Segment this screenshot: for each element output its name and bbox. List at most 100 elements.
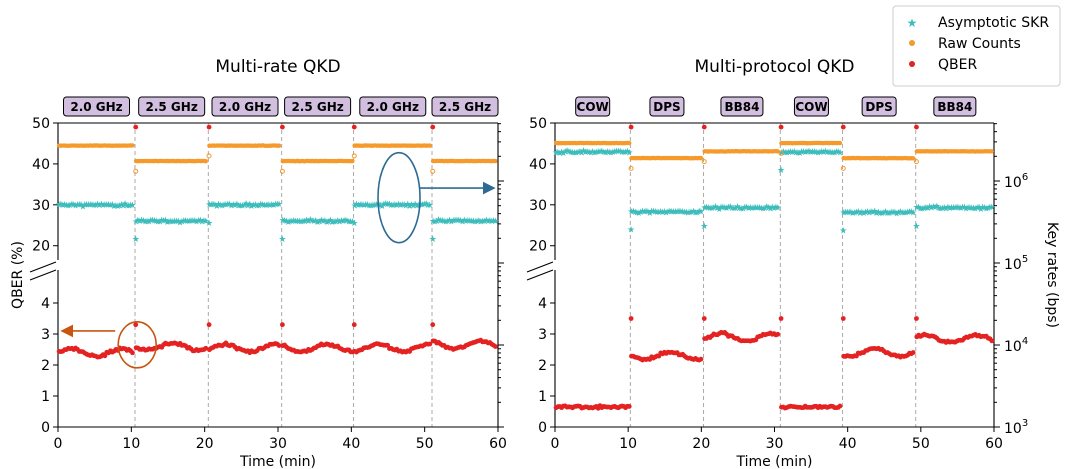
skr-point: ★ — [592, 148, 600, 158]
skr-point: ★ — [809, 147, 817, 157]
skr-point: ★ — [726, 202, 734, 212]
skr-point: ★ — [477, 218, 485, 228]
skr-highlight-ellipse — [377, 151, 421, 244]
skr-point: ★ — [418, 201, 426, 211]
skr-point: ★ — [819, 148, 827, 158]
skr-point: ★ — [334, 217, 342, 227]
skr-point: ★ — [373, 200, 381, 210]
legend-label: Asymptotic SKR — [938, 15, 1049, 31]
skr-point: ★ — [407, 200, 415, 210]
skr-point: ★ — [347, 218, 355, 228]
skr-point: ★ — [701, 203, 709, 213]
skr-point: ★ — [852, 208, 860, 218]
skr-point: ★ — [955, 204, 963, 214]
skr-point: ★ — [229, 200, 237, 210]
skr-point: ★ — [326, 216, 334, 226]
skr-point: ★ — [352, 200, 360, 210]
skr-point: ★ — [898, 208, 906, 218]
skr-point: ★ — [471, 218, 479, 228]
skr-point: ★ — [757, 204, 765, 214]
skr-point: ★ — [710, 203, 718, 213]
skr-point: ★ — [409, 202, 417, 212]
skr-point: ★ — [248, 202, 256, 212]
skr-point: ★ — [339, 217, 347, 227]
skr-point: ★ — [420, 200, 428, 210]
skr-point: ★ — [99, 201, 107, 211]
skr-point: ★ — [343, 217, 351, 227]
skr-point: ★ — [646, 209, 654, 219]
skr-point: ★ — [70, 200, 78, 210]
y-tick-label: 30 — [529, 198, 547, 214]
skr-point: ★ — [460, 216, 468, 226]
skr-point: ★ — [732, 204, 740, 214]
skr-point: ★ — [395, 200, 403, 210]
skr-point: ★ — [693, 209, 701, 219]
skr-point: ★ — [165, 217, 173, 227]
skr-point: ★ — [77, 200, 85, 210]
skr-point: ★ — [255, 202, 263, 212]
skr-point: ★ — [810, 148, 818, 158]
qber-spike-point — [351, 322, 357, 328]
skr-point: ★ — [293, 217, 301, 227]
skr-point: ★ — [242, 200, 250, 210]
skr-point: ★ — [158, 216, 166, 226]
skr-point: ★ — [348, 218, 356, 228]
skr-point: ★ — [777, 149, 785, 159]
skr-point: ★ — [198, 217, 206, 227]
x-tick-label: 50 — [912, 436, 930, 452]
segment-label: COW — [577, 100, 609, 114]
skr-point: ★ — [468, 217, 476, 227]
legend: ★ Asymptotic SKR Raw Counts QBER — [892, 5, 1061, 87]
skr-point: ★ — [871, 207, 879, 217]
x-axis-label: Time (min) — [239, 454, 316, 469]
skr-point: ★ — [629, 207, 637, 217]
skr-point: ★ — [814, 149, 822, 159]
skr-point: ★ — [957, 204, 965, 214]
skr-point: ★ — [455, 216, 463, 226]
skr-point: ★ — [590, 148, 598, 158]
skr-point: ★ — [966, 204, 974, 214]
x-tick-label: 20 — [692, 436, 710, 452]
qber-highlight-ellipse — [117, 321, 157, 369]
skr-point: ★ — [787, 147, 795, 157]
skr-point: ★ — [627, 208, 635, 218]
skr-point: ★ — [83, 201, 91, 211]
skr-point: ★ — [325, 217, 333, 227]
skr-point: ★ — [262, 201, 270, 211]
skr-point: ★ — [712, 203, 720, 213]
skr-point: ★ — [856, 209, 864, 219]
skr-point: ★ — [840, 208, 848, 218]
skr-point: ★ — [227, 201, 235, 211]
skr-point: ★ — [106, 201, 114, 211]
skr-point: ★ — [887, 208, 895, 218]
skr-point: ★ — [139, 216, 147, 226]
skr-point: ★ — [143, 217, 151, 227]
raw-transient-point — [778, 150, 784, 156]
skr-point: ★ — [882, 207, 890, 217]
segment-label-box — [720, 96, 764, 117]
skr-point: ★ — [695, 207, 703, 217]
skr-point: ★ — [152, 217, 160, 227]
qber-point — [775, 331, 781, 337]
segment-label: COW — [795, 100, 827, 114]
skr-point: ★ — [257, 200, 265, 210]
qber-spike-point — [280, 322, 285, 328]
skr-point: ★ — [301, 217, 309, 227]
skr-point: ★ — [367, 201, 375, 211]
skr-point: ★ — [433, 217, 441, 227]
skr-point: ★ — [790, 147, 798, 157]
skr-point: ★ — [915, 203, 923, 213]
skr-point: ★ — [415, 201, 423, 211]
skr-point: ★ — [81, 200, 89, 210]
skr-point: ★ — [308, 216, 316, 226]
x-tick-label: 20 — [196, 436, 214, 452]
skr-point: ★ — [847, 208, 855, 218]
skr-point: ★ — [885, 209, 893, 219]
skr-point: ★ — [362, 201, 370, 211]
skr-point: ★ — [598, 147, 606, 157]
skr-point: ★ — [462, 217, 470, 227]
skr-point: ★ — [176, 218, 184, 228]
skr-point: ★ — [105, 200, 113, 210]
skr-point: ★ — [799, 148, 807, 158]
skr-point: ★ — [147, 216, 155, 226]
